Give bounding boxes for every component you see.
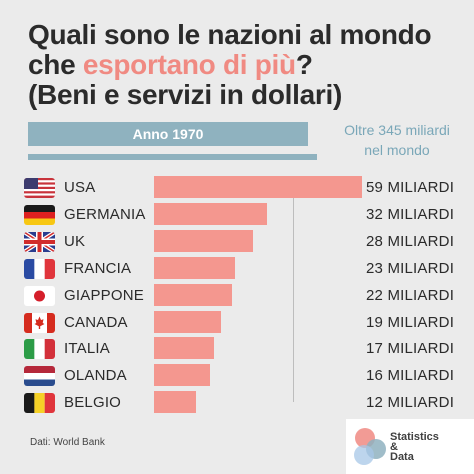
chart-row: GIAPPONE 22 MILIARDI [0,283,474,306]
country-label: GERMANIA [64,205,146,223]
title-line-1: Quali sono le nazioni al mondo [28,19,432,50]
belgium-flag-icon [24,393,55,414]
value-label: 16 MILIARDI [366,367,455,385]
title-line-2: che esportano di più? [28,50,468,80]
chart-row: OLANDA 16 MILIARDI [0,364,474,387]
chart-row: BELGIO 12 MILIARDI [0,391,474,414]
chart-row: UK 28 MILIARDI [0,229,474,252]
netherlands-flag-icon [24,366,55,387]
bar [154,364,211,387]
country-label: USA [64,179,96,196]
value-label: 12 MILIARDI [366,394,455,412]
value-label: 22 MILIARDI [366,286,455,304]
chart-row: GERMANIA 32 MILIARDI [0,202,474,225]
canada-flag-icon [24,312,55,333]
title-line-2-prefix: che [28,49,83,80]
bar [154,283,232,306]
italy-flag-icon [24,339,55,360]
country-label: GIAPPONE [64,286,144,304]
value-label: 19 MILIARDI [366,313,455,331]
source-note: Dati: World Bank [30,437,105,448]
chart-row: CANADA 19 MILIARDI [0,310,474,333]
year-banner: Anno 1970 [28,122,308,146]
logo-line-2: & [390,441,398,453]
country-label: ITALIA [64,340,110,358]
title-line-3: (Beni e servizi in dollari) [28,79,342,110]
logo-text: Statistics & Data [390,431,439,463]
bar [154,229,253,252]
france-flag-icon [24,258,55,279]
value-label: 32 MILIARDI [366,205,455,223]
reference-line [293,190,294,402]
world-total-line-2: nel mondo [364,142,430,158]
value-label: 28 MILIARDI [366,232,455,250]
bar [154,256,236,279]
value-label: 59 MILIARDI [366,179,455,196]
country-label: UK [64,232,86,250]
chart-row: USA 59 MILIARDI [0,176,474,198]
chart-title: Quali sono le nazioni al mondo che espor… [28,20,468,110]
usa-flag-icon [24,178,55,198]
logo-icon [354,428,386,465]
bar [154,176,362,198]
germany-flag-icon [24,204,55,225]
year-underline [28,154,317,160]
chart-row: FRANCIA 23 MILIARDI [0,256,474,279]
world-total-line-1: Oltre 345 miliardi [344,122,450,138]
japan-flag-icon [24,285,55,306]
chart-row: ITALIA 17 MILIARDI [0,337,474,360]
title-line-2-suffix: ? [295,49,313,80]
bar [154,202,267,225]
world-total: Oltre 345 miliardi nel mondo [322,120,472,160]
country-label: CANADA [64,313,128,331]
logo-line-1: Statistics [390,431,439,443]
logo: Statistics & Data [346,419,474,474]
value-label: 23 MILIARDI [366,259,455,277]
country-label: BELGIO [64,394,122,412]
bar [154,337,214,360]
uk-flag-icon [24,231,55,252]
title-accent: esportano di più [82,49,296,80]
value-label: 17 MILIARDI [366,340,455,358]
logo-line-3: Data [390,451,414,463]
country-label: FRANCIA [64,259,132,277]
bar [154,391,197,414]
country-label: OLANDA [64,367,127,385]
bar [154,310,221,333]
